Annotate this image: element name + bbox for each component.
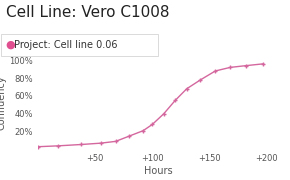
Text: Cell Line: Vero C1008: Cell Line: Vero C1008: [6, 5, 169, 20]
Text: Project: Cell line 0.06: Project: Cell line 0.06: [14, 40, 118, 50]
Text: ●: ●: [5, 40, 15, 50]
X-axis label: Hours: Hours: [144, 166, 172, 176]
Y-axis label: Confluency: Confluency: [0, 75, 6, 130]
